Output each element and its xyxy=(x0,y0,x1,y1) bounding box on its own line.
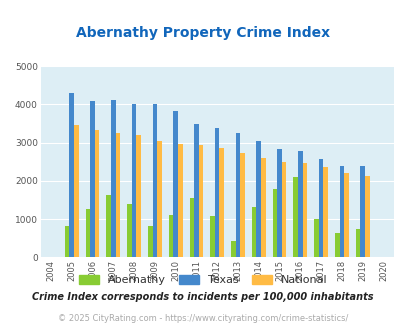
Bar xyxy=(69,93,74,257)
Bar xyxy=(272,189,277,257)
Bar xyxy=(334,233,339,257)
Bar xyxy=(136,135,141,257)
Bar xyxy=(256,141,260,257)
Bar xyxy=(127,204,132,257)
Bar xyxy=(90,101,95,257)
Bar xyxy=(214,128,219,257)
Bar xyxy=(219,148,224,257)
Bar xyxy=(152,104,157,257)
Bar xyxy=(343,173,348,257)
Bar xyxy=(364,176,369,257)
Bar xyxy=(230,241,235,257)
Bar xyxy=(297,151,302,257)
Bar xyxy=(323,167,327,257)
Bar xyxy=(157,141,161,257)
Bar xyxy=(360,166,364,257)
Bar xyxy=(74,125,79,257)
Text: Abernathy Property Crime Index: Abernathy Property Crime Index xyxy=(76,26,329,40)
Bar xyxy=(260,158,265,257)
Bar xyxy=(111,100,115,257)
Bar xyxy=(210,216,214,257)
Bar xyxy=(177,145,182,257)
Text: © 2025 CityRating.com - https://www.cityrating.com/crime-statistics/: © 2025 CityRating.com - https://www.city… xyxy=(58,314,347,323)
Bar xyxy=(277,149,281,257)
Bar xyxy=(115,133,120,257)
Bar xyxy=(302,163,307,257)
Bar xyxy=(293,178,297,257)
Bar xyxy=(168,215,173,257)
Bar xyxy=(240,153,244,257)
Bar xyxy=(173,111,177,257)
Bar xyxy=(189,198,194,257)
Bar xyxy=(65,226,69,257)
Legend: Abernathy, Texas, National: Abernathy, Texas, National xyxy=(75,271,330,289)
Bar xyxy=(132,104,136,257)
Bar xyxy=(355,229,360,257)
Bar xyxy=(235,133,240,257)
Bar xyxy=(313,219,318,257)
Bar xyxy=(85,209,90,257)
Bar xyxy=(95,130,99,257)
Bar xyxy=(339,166,343,257)
Bar xyxy=(148,226,152,257)
Bar xyxy=(194,124,198,257)
Bar xyxy=(281,162,286,257)
Bar xyxy=(106,195,111,257)
Bar xyxy=(198,145,203,257)
Bar xyxy=(318,159,323,257)
Text: Crime Index corresponds to incidents per 100,000 inhabitants: Crime Index corresponds to incidents per… xyxy=(32,292,373,302)
Bar xyxy=(251,207,256,257)
